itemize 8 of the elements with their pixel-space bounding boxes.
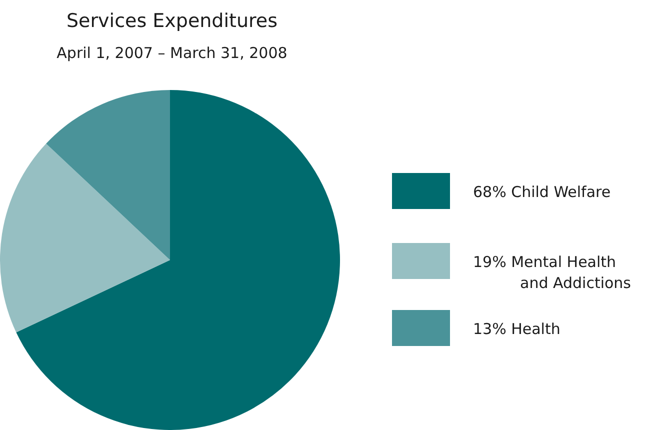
legend-label: 19% Mental Health and Addictions <box>473 253 632 292</box>
chart-title: Services Expenditures <box>66 10 278 32</box>
chart-subtitle: April 1, 2007 – March 31, 2008 <box>56 44 288 62</box>
legend-label: 13% Health <box>473 320 560 338</box>
legend-label: 68% Child Welfare <box>473 183 611 201</box>
pie-slice <box>16 90 340 430</box>
pie-slice <box>0 144 170 332</box>
pie-slice <box>46 90 170 260</box>
